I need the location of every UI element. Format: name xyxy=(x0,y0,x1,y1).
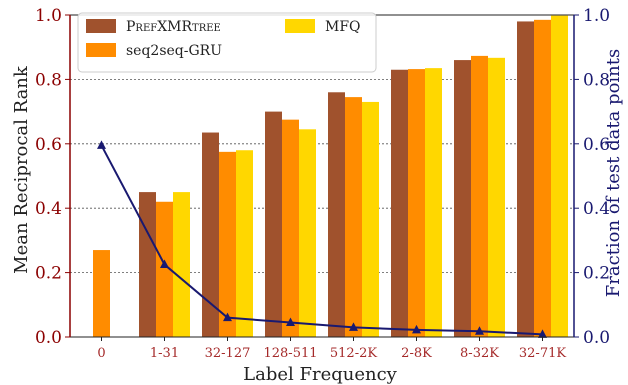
x-tick-label: 32-127 xyxy=(205,346,251,361)
bar-1-2 xyxy=(219,151,236,337)
bar-2-2 xyxy=(236,150,253,337)
bar-0-4 xyxy=(328,92,345,337)
bar-1-5 xyxy=(408,69,425,337)
bar-2-4 xyxy=(362,101,379,337)
left-axis-label: Mean Reciprocal Rank xyxy=(11,65,32,274)
line-marker xyxy=(349,322,358,331)
x-tick-label: 0 xyxy=(97,346,105,361)
bar-2-1 xyxy=(173,192,190,337)
bar-0-2 xyxy=(202,132,219,337)
frac-line xyxy=(97,140,547,338)
x-axis-ticks: 0 1-31 32-127 128-511 512-2K 2-8K 8-32K 32-71K xyxy=(97,337,566,361)
bar-0-1 xyxy=(139,192,156,337)
x-tick-label: 512-2K xyxy=(330,346,377,361)
bar-0-6 xyxy=(454,60,471,338)
legend: PrefXMRtree seq2seq-GRU MFQ xyxy=(77,12,377,73)
right-axis-ticks: 0.0 0.2 0.4 0.6 0.8 1.0 xyxy=(574,6,610,348)
right-tick-label: 0.2 xyxy=(583,264,610,284)
line-marker xyxy=(538,329,547,338)
bar-2-6 xyxy=(488,57,505,338)
left-tick-label: 0.8 xyxy=(35,70,62,90)
x-tick-label: 2-8K xyxy=(401,346,432,361)
right-tick-label: 0.6 xyxy=(583,135,610,155)
line-marker xyxy=(475,326,484,335)
bar-1-6 xyxy=(471,55,488,337)
bar-2-3 xyxy=(299,129,316,337)
line-marker xyxy=(286,317,295,327)
left-tick-label: 1.0 xyxy=(35,6,62,26)
bar-1-0 xyxy=(93,250,110,337)
x-tick-label: 1-31 xyxy=(150,346,179,361)
line-marker xyxy=(97,140,106,149)
x-tick-label: 128-511 xyxy=(263,346,317,361)
line-marker xyxy=(412,324,421,334)
bar-0-3 xyxy=(265,111,282,337)
bar-1-1 xyxy=(156,201,173,337)
left-tick-label: 0.2 xyxy=(35,264,62,284)
legend-label-mfq: MFQ xyxy=(325,19,361,35)
x-tick-label: 32-71K xyxy=(519,346,566,361)
left-tick-label: 0.4 xyxy=(35,199,62,219)
line-marker xyxy=(223,312,232,322)
bar-1-4 xyxy=(345,97,362,337)
legend-swatch-prefxmrtree xyxy=(86,19,116,33)
x-tick-label: 8-32K xyxy=(460,346,499,361)
legend-label-seq2seq: seq2seq-GRU xyxy=(126,43,222,59)
bar-0-7 xyxy=(517,21,534,337)
left-tick-label: 0.6 xyxy=(35,135,62,155)
fraction-line xyxy=(100,144,543,336)
bar-1-3 xyxy=(282,119,299,338)
bars xyxy=(93,15,568,338)
legend-swatch-seq2seq xyxy=(86,43,116,57)
right-tick-label: 0.4 xyxy=(583,199,610,219)
right-tick-label: 0.0 xyxy=(583,328,610,348)
left-tick-label: 0.0 xyxy=(35,328,62,348)
right-tick-label: 0.8 xyxy=(583,70,610,90)
right-axis-label: Fraction of test data points xyxy=(603,49,624,297)
bar-2-5 xyxy=(425,68,442,337)
bar-0-5 xyxy=(391,69,408,338)
right-tick-label: 1.0 xyxy=(583,6,610,26)
bar-1-7 xyxy=(534,19,551,338)
left-axis-ticks: 0.0 0.2 0.4 0.6 0.8 1.0 xyxy=(35,6,70,348)
legend-swatch-mfq xyxy=(285,19,315,33)
line-marker xyxy=(160,259,169,269)
x-axis-label: Label Frequency xyxy=(243,364,398,385)
bar-2-7 xyxy=(551,15,568,337)
legend-label-prefxmrtree: PrefXMRtree xyxy=(126,19,221,35)
